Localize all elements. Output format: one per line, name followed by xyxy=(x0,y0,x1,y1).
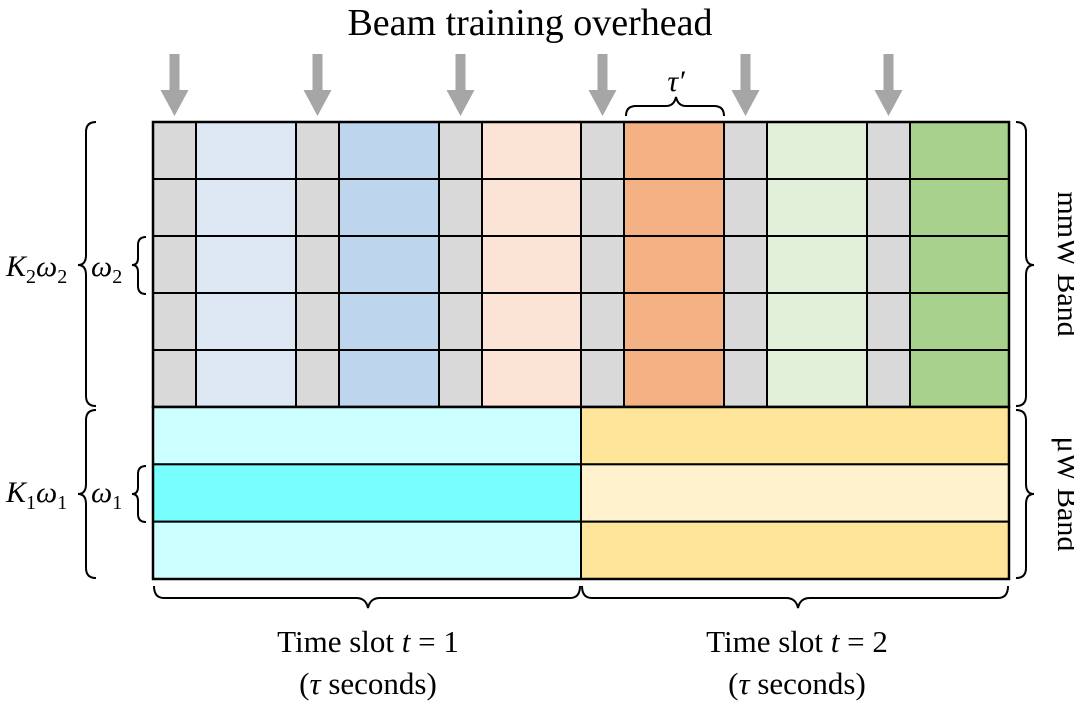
uw-cell-slot-1 xyxy=(152,463,582,523)
uw-cell-slot-2 xyxy=(580,520,1010,581)
down-arrow-icon xyxy=(160,54,189,116)
time-slot-1-duration: (τ seconds) xyxy=(299,666,437,701)
overhead-cell xyxy=(295,178,340,237)
overhead-cell xyxy=(438,121,483,180)
overhead-cell xyxy=(723,292,768,351)
data-cell xyxy=(195,349,297,408)
overhead-cell xyxy=(866,121,911,180)
data-cell xyxy=(909,292,1010,351)
data-cell xyxy=(766,292,868,351)
data-cell xyxy=(623,292,725,351)
overhead-cell xyxy=(295,349,340,408)
overhead-cell xyxy=(580,178,625,237)
diagram-title: Beam training overhead xyxy=(347,2,712,44)
w2-label: ω2 xyxy=(91,250,122,288)
tau-prime-label: τ′ xyxy=(667,65,685,98)
overhead-cell xyxy=(152,349,197,408)
down-arrow-icon xyxy=(731,54,760,116)
data-cell xyxy=(623,178,725,237)
overhead-cell xyxy=(723,349,768,408)
time-slot-2-brace xyxy=(581,585,1009,609)
overhead-cell xyxy=(866,292,911,351)
overhead-cell xyxy=(152,178,197,237)
data-cell xyxy=(338,349,440,408)
overhead-cell xyxy=(580,292,625,351)
data-cell xyxy=(195,121,297,180)
time-slot-1-brace xyxy=(153,585,581,609)
overhead-cell xyxy=(295,121,340,180)
overhead-cell xyxy=(152,121,197,180)
k2w2-label: K2ω2 xyxy=(5,250,67,288)
down-arrow-icon xyxy=(588,54,617,116)
data-cell xyxy=(623,349,725,408)
data-cell xyxy=(338,178,440,237)
uw-right-brace xyxy=(1015,409,1035,579)
overhead-cell xyxy=(580,121,625,180)
overhead-cell xyxy=(295,292,340,351)
data-cell xyxy=(623,235,725,294)
overhead-cell xyxy=(723,178,768,237)
time-slot-2-label: Time slot t = 2 xyxy=(706,624,888,659)
overhead-cell xyxy=(580,349,625,408)
down-arrow-icon xyxy=(303,54,332,116)
uw-cell-slot-2 xyxy=(580,463,1010,523)
mmw-band-grid xyxy=(151,120,1011,409)
k1w1-brace xyxy=(77,409,97,579)
uw-cell-slot-2 xyxy=(580,406,1010,466)
k2w2-brace xyxy=(77,121,97,407)
overhead-cell xyxy=(438,349,483,408)
data-cell xyxy=(338,121,440,180)
uw-band-grid xyxy=(151,405,1011,581)
overhead-arrows xyxy=(160,54,903,116)
time-slot-2-duration: (τ seconds) xyxy=(728,666,866,701)
data-cell xyxy=(766,121,868,180)
data-cell xyxy=(766,235,868,294)
w1-label: ω1 xyxy=(91,476,122,514)
w2-brace xyxy=(131,236,147,295)
overhead-cell xyxy=(866,349,911,408)
overhead-cell xyxy=(723,121,768,180)
down-arrow-icon xyxy=(446,54,475,116)
data-cell xyxy=(766,349,868,408)
data-cell xyxy=(481,235,582,294)
data-cell xyxy=(481,121,582,180)
overhead-cell xyxy=(866,178,911,237)
data-cell xyxy=(623,121,725,180)
time-slot-1-label: Time slot t = 1 xyxy=(277,624,459,659)
overhead-cell xyxy=(152,235,197,294)
data-cell xyxy=(338,235,440,294)
data-cell xyxy=(909,121,1010,180)
uw-cell-slot-1 xyxy=(152,520,582,581)
data-cell xyxy=(195,178,297,237)
overhead-cell xyxy=(152,292,197,351)
data-cell xyxy=(195,235,297,294)
data-cell xyxy=(909,235,1010,294)
down-arrow-icon xyxy=(874,54,903,116)
data-cell xyxy=(481,178,582,237)
uw-border xyxy=(151,405,1011,581)
overhead-cell xyxy=(438,292,483,351)
data-cell xyxy=(481,292,582,351)
mmw-right-brace xyxy=(1015,121,1035,407)
overhead-cell xyxy=(580,235,625,294)
overhead-cell xyxy=(438,178,483,237)
tau-prime-brace xyxy=(625,96,725,117)
overhead-cell xyxy=(866,235,911,294)
data-cell xyxy=(909,178,1010,237)
data-cell xyxy=(195,292,297,351)
overhead-cell xyxy=(295,235,340,294)
data-cell xyxy=(338,292,440,351)
overhead-cell xyxy=(723,235,768,294)
data-cell xyxy=(481,349,582,408)
uw-cell-slot-1 xyxy=(152,406,582,466)
uw-band-label: μW Band xyxy=(1051,437,1074,552)
w1-brace xyxy=(131,465,147,523)
k1w1-label: K1ω1 xyxy=(5,476,67,514)
data-cell xyxy=(766,178,868,237)
data-cell xyxy=(909,349,1010,408)
overhead-cell xyxy=(438,235,483,294)
mmw-band-label: mmW Band xyxy=(1051,191,1074,336)
